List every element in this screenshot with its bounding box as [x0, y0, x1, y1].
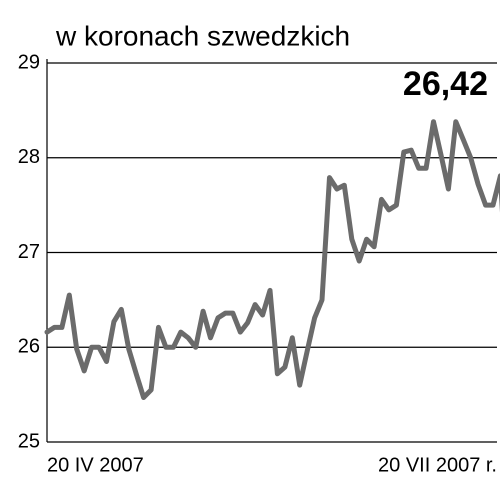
annotation: 26,42	[403, 65, 488, 103]
chart-title: w koronach szwedzkich	[55, 20, 350, 51]
y-tick-label: 26	[18, 336, 40, 358]
y-tick-label: 27	[18, 241, 40, 263]
y-tick-label: 28	[18, 146, 40, 168]
x-tick-label: 20 IV 2007	[47, 454, 144, 476]
x-tick-label: 20 VII 2007 r.	[378, 454, 497, 476]
y-tick-label: 25	[18, 430, 40, 452]
y-tick-label: 29	[18, 51, 40, 73]
price-line	[44, 119, 500, 400]
